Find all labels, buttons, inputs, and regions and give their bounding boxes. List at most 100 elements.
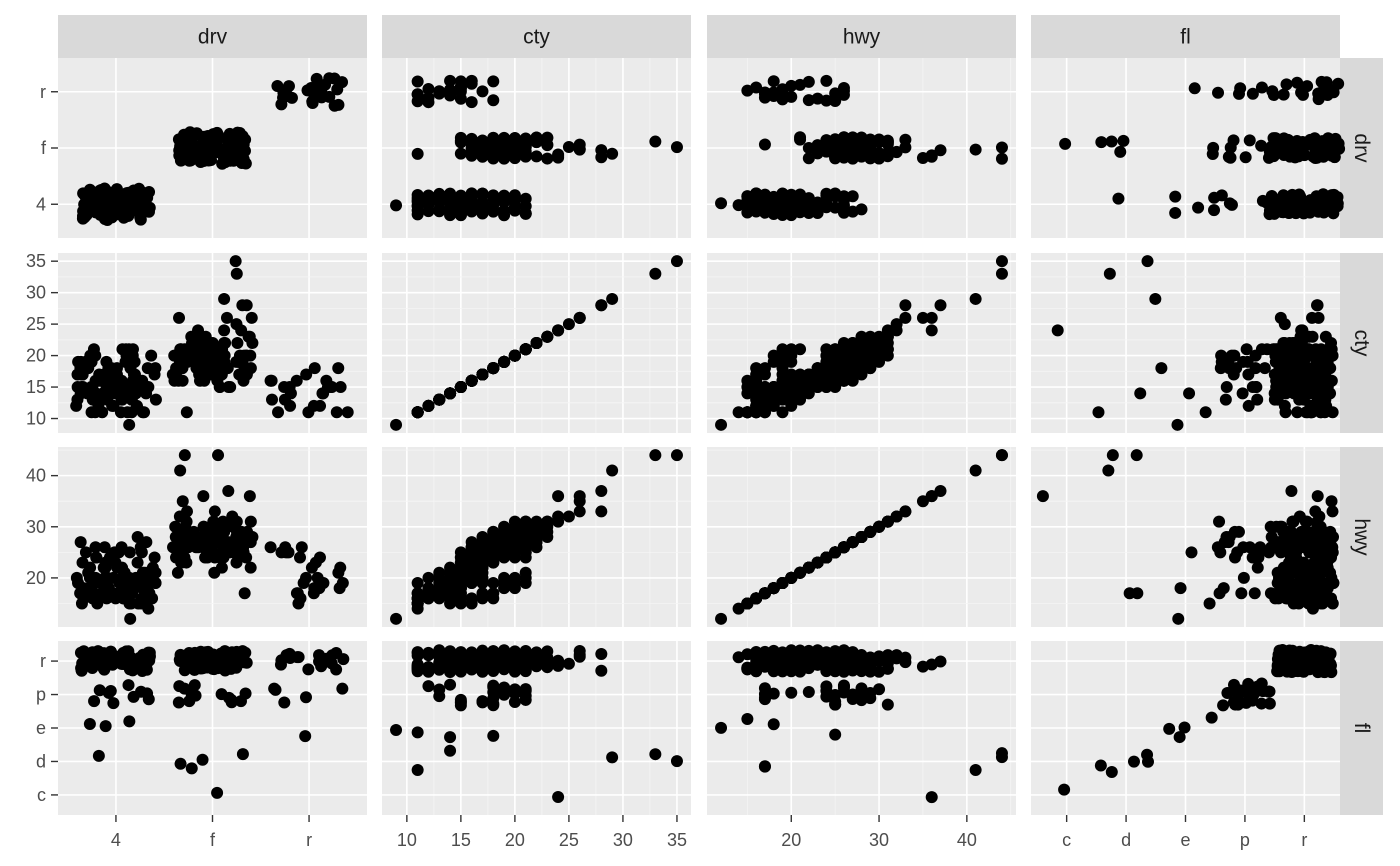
data-point bbox=[1141, 255, 1154, 268]
data-point bbox=[1286, 362, 1299, 375]
data-point bbox=[1183, 387, 1196, 400]
data-point bbox=[802, 644, 815, 657]
data-point bbox=[122, 186, 135, 199]
data-point bbox=[846, 693, 859, 706]
data-point bbox=[925, 490, 938, 503]
data-point bbox=[1213, 515, 1226, 528]
x-tick-label-hwy: 30 bbox=[869, 830, 889, 850]
data-point bbox=[411, 764, 424, 777]
data-point bbox=[1269, 132, 1282, 145]
data-point bbox=[230, 661, 243, 674]
data-point bbox=[1155, 362, 1168, 375]
data-point bbox=[215, 688, 228, 701]
data-point bbox=[837, 145, 850, 158]
data-point bbox=[101, 213, 114, 226]
data-point bbox=[245, 311, 258, 324]
data-point bbox=[96, 577, 109, 590]
data-point bbox=[487, 525, 500, 538]
data-point bbox=[218, 324, 231, 337]
data-point bbox=[820, 137, 833, 150]
data-point bbox=[487, 697, 500, 710]
data-point bbox=[846, 137, 859, 150]
y-tick-label-cty: 15 bbox=[26, 377, 46, 397]
data-point bbox=[1217, 699, 1230, 712]
data-point bbox=[1286, 515, 1299, 528]
data-point bbox=[1312, 87, 1325, 100]
data-point bbox=[299, 730, 312, 743]
data-point bbox=[820, 145, 833, 158]
data-point bbox=[422, 571, 435, 584]
data-point bbox=[741, 662, 754, 675]
data-point bbox=[1240, 343, 1253, 356]
data-point bbox=[487, 592, 500, 605]
data-point bbox=[174, 655, 187, 668]
data-point bbox=[785, 399, 798, 412]
data-point bbox=[670, 449, 683, 462]
data-point bbox=[1234, 696, 1247, 709]
data-point bbox=[145, 349, 158, 362]
data-point bbox=[422, 649, 435, 662]
data-point bbox=[881, 324, 894, 337]
panel-fl-vs-hwy bbox=[707, 641, 1016, 815]
data-point bbox=[180, 406, 193, 419]
data-point bbox=[670, 255, 683, 268]
data-point bbox=[230, 318, 243, 331]
y-tick-label-drv: f bbox=[41, 138, 47, 158]
data-point bbox=[562, 657, 575, 670]
panel-fl-vs-fl bbox=[1031, 641, 1340, 815]
data-point bbox=[873, 133, 886, 146]
data-point bbox=[118, 205, 131, 218]
data-point bbox=[864, 661, 877, 674]
data-point bbox=[313, 582, 326, 595]
data-point bbox=[336, 682, 349, 695]
data-point bbox=[846, 536, 859, 549]
data-point bbox=[1314, 597, 1327, 610]
data-point bbox=[433, 566, 446, 579]
data-point bbox=[519, 515, 532, 528]
data-point bbox=[433, 690, 446, 703]
data-point bbox=[776, 349, 789, 362]
data-point bbox=[444, 74, 457, 87]
data-point bbox=[136, 201, 149, 214]
data-point bbox=[758, 682, 771, 695]
data-point bbox=[476, 696, 489, 709]
data-point bbox=[1036, 490, 1049, 503]
data-point bbox=[422, 680, 435, 693]
data-point bbox=[487, 729, 500, 742]
data-point bbox=[300, 368, 313, 381]
data-point bbox=[498, 204, 511, 217]
data-point bbox=[1248, 587, 1261, 600]
data-point bbox=[837, 368, 850, 381]
data-point bbox=[498, 131, 511, 144]
data-point bbox=[149, 362, 162, 375]
data-point bbox=[487, 189, 500, 202]
y-tick-label-hwy: 20 bbox=[26, 568, 46, 588]
data-point bbox=[508, 147, 521, 160]
data-point bbox=[1106, 449, 1119, 462]
y-tick-label-fl: e bbox=[36, 718, 46, 738]
data-point bbox=[487, 362, 500, 375]
data-point bbox=[221, 362, 234, 375]
data-point bbox=[1314, 192, 1327, 205]
data-point bbox=[120, 381, 133, 394]
data-point bbox=[230, 355, 243, 368]
data-point bbox=[1248, 687, 1261, 700]
data-point bbox=[292, 651, 305, 664]
data-point bbox=[864, 525, 877, 538]
data-point bbox=[776, 406, 789, 419]
data-point bbox=[1130, 449, 1143, 462]
data-point bbox=[311, 571, 324, 584]
data-point bbox=[465, 203, 478, 216]
data-point bbox=[530, 337, 543, 349]
data-point bbox=[1141, 755, 1154, 768]
data-point bbox=[1242, 399, 1255, 412]
strip-top-label-drv: drv bbox=[198, 26, 228, 49]
data-point bbox=[244, 515, 257, 528]
data-point bbox=[1276, 644, 1289, 657]
data-point bbox=[881, 146, 894, 159]
data-point bbox=[1323, 343, 1336, 356]
data-point bbox=[837, 541, 850, 554]
data-point bbox=[1324, 566, 1337, 579]
data-point bbox=[1314, 355, 1327, 368]
data-point bbox=[855, 203, 868, 216]
